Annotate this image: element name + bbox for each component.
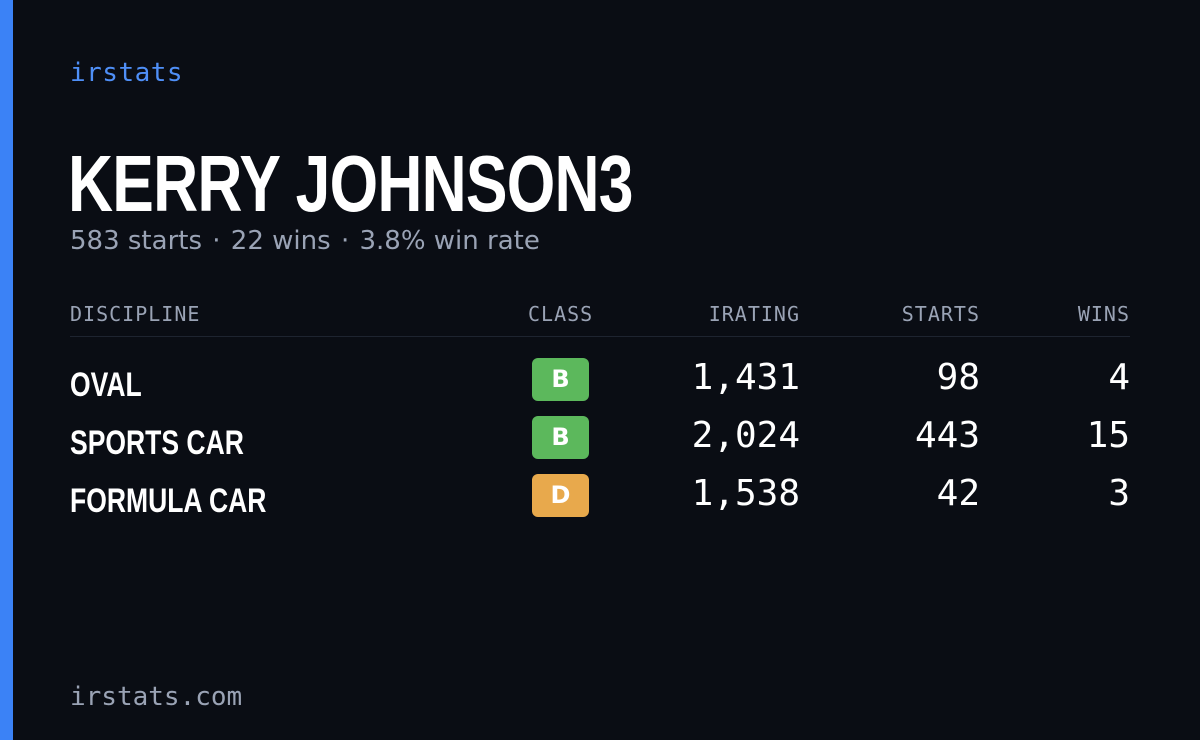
table-row: OVAL B 1,431 98 4: [70, 354, 1130, 404]
accent-bar: [0, 0, 13, 740]
table-row: FORMULA CAR D 1,538 42 3: [70, 470, 1130, 520]
row-wins: 3: [1108, 473, 1130, 514]
row-starts: 42: [936, 473, 980, 514]
footer-url: irstats.com: [70, 682, 243, 712]
row-discipline: FORMULA CAR: [70, 482, 267, 520]
header-class: CLASS: [528, 302, 594, 326]
header-discipline: DISCIPLINE: [70, 302, 201, 326]
starts-summary: 583 starts: [70, 226, 202, 256]
class-badge: D: [532, 474, 589, 517]
row-discipline: SPORTS CAR: [70, 424, 244, 462]
driver-name: KERRY JOHNSON3: [68, 139, 633, 228]
row-irating: 1,431: [691, 357, 800, 398]
row-irating: 2,024: [691, 415, 800, 456]
row-irating: 1,538: [691, 473, 800, 514]
header-wins: WINS: [1077, 302, 1130, 326]
row-wins: 4: [1108, 357, 1130, 398]
row-discipline: OVAL: [70, 366, 142, 404]
summary-separator: ·: [212, 226, 221, 256]
driver-summary: 583 starts · 22 wins · 3.8% win rate: [70, 226, 540, 256]
win-rate-summary: 3.8% win rate: [359, 226, 540, 256]
brand-label: irstats: [70, 58, 184, 88]
header-irating: IRATING: [708, 302, 800, 326]
row-wins: 15: [1086, 415, 1130, 456]
class-badge: B: [532, 358, 589, 401]
summary-separator: ·: [340, 226, 350, 256]
row-starts: 443: [914, 415, 980, 456]
wins-summary: 22 wins: [230, 226, 331, 256]
class-badge: B: [532, 416, 589, 459]
table-row: SPORTS CAR B 2,024 443 15: [70, 412, 1130, 462]
row-starts: 98: [936, 357, 980, 398]
stats-table-header: DISCIPLINE CLASS IRATING STARTS WINS: [70, 300, 1130, 337]
header-starts: STARTS: [901, 302, 980, 326]
